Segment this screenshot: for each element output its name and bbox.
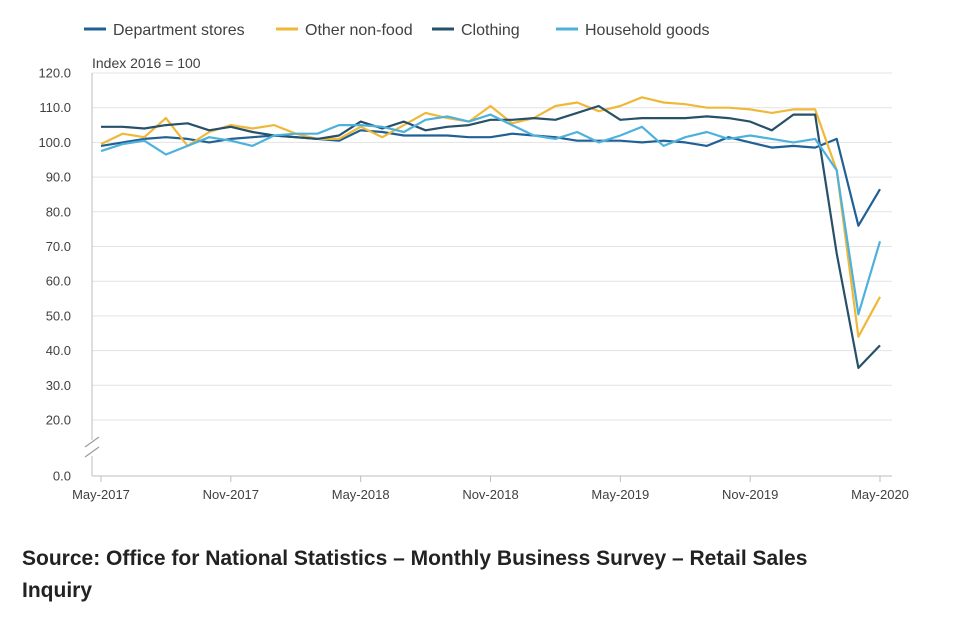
y-axis-ticks: 0.0 20.0 30.0 40.0 50.0 60.0 70.0 80.0 90.0 100.0… — [38, 66, 71, 484]
series-line-other-non-food — [100, 96, 881, 338]
axes — [84, 73, 892, 477]
y-tick-label: 40.0 — [46, 343, 71, 358]
x-axis-ticks: May-2017 Nov-2017 May-2018 Nov-2018 May-2019… — [72, 476, 909, 502]
x-tick-label: May-2019 — [591, 487, 649, 502]
series-line-department-stores — [100, 129, 881, 227]
x-tick-label: May-2017 — [72, 487, 130, 502]
y-tick-label: 90.0 — [46, 170, 71, 185]
y-tick-label: 0.0 — [53, 469, 71, 484]
legend-label: Other non-food — [305, 22, 413, 39]
axis-break-marker — [84, 436, 100, 458]
y-tick-label: 120.0 — [38, 66, 71, 81]
legend-label: Clothing — [461, 22, 520, 39]
y-tick-label: 50.0 — [46, 308, 71, 323]
legend-label: Household goods — [585, 22, 710, 39]
y-tick-label: 70.0 — [46, 239, 71, 254]
source-note: Source: Office for National Statistics –… — [22, 547, 808, 602]
series-lines — [100, 96, 882, 369]
series-line-clothing — [101, 104, 881, 369]
y-tick-label: 30.0 — [46, 378, 71, 393]
y-axis-unit-label: Index 2016 = 100 — [92, 55, 201, 71]
chart-legend: Department stores Other non-food Clothing H… — [84, 22, 710, 39]
line-chart: Department stores Other non-food Clothing H… — [38, 22, 909, 502]
x-tick-label: Nov-2019 — [722, 487, 778, 502]
x-tick-label: Nov-2017 — [203, 487, 259, 502]
x-tick-label: May-2020 — [851, 487, 909, 502]
y-tick-label: 80.0 — [46, 204, 71, 219]
x-tick-label: Nov-2018 — [462, 487, 518, 502]
legend-label: Department stores — [113, 22, 245, 39]
x-tick-label: May-2018 — [332, 487, 390, 502]
gridlines — [92, 72, 892, 421]
y-tick-label: 20.0 — [46, 413, 71, 428]
series-line-household-goods — [100, 113, 882, 316]
y-tick-label: 110.0 — [39, 100, 71, 115]
y-tick-label: 60.0 — [46, 274, 71, 289]
y-tick-label: 100.0 — [38, 135, 71, 150]
